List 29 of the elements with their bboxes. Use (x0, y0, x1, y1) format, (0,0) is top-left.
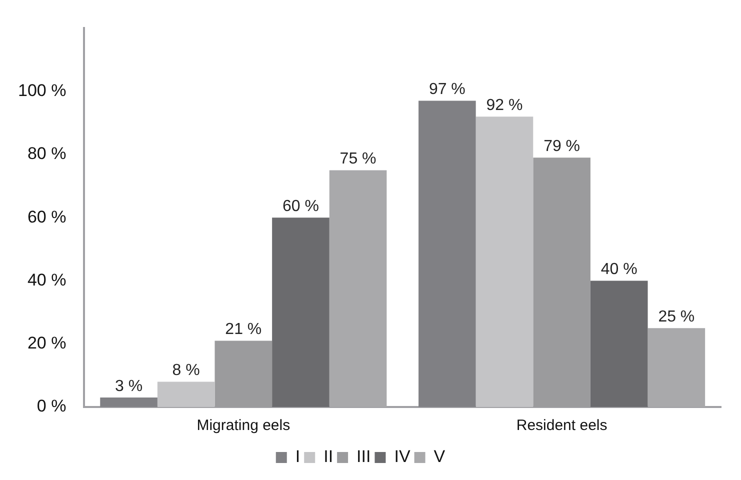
bar (590, 280, 648, 407)
legend-label: IV (394, 447, 411, 466)
data-label: 75 % (340, 150, 376, 168)
data-label: 79 % (544, 138, 580, 156)
data-label: 60 % (282, 198, 319, 216)
bar (157, 382, 215, 407)
bar (272, 218, 330, 407)
y-tick-label: 80 % (27, 144, 66, 164)
data-label: 25 % (658, 308, 695, 326)
y-tick-label: 0 % (36, 396, 66, 416)
data-label: 92 % (486, 96, 523, 114)
y-tick-label: 100 % (18, 81, 66, 100)
data-label: 40 % (600, 261, 638, 278)
data-label: 3 % (114, 378, 143, 395)
legend-label: II (324, 447, 334, 466)
legend-label: I (295, 447, 300, 466)
bar (418, 100, 476, 407)
data-label: 21 % (225, 321, 262, 338)
data-label: 8 % (172, 362, 200, 380)
legend-label: V (434, 447, 446, 466)
y-tick-label: 40 % (27, 270, 66, 290)
data-label: 97 % (428, 81, 466, 98)
x-tick-label: Migrating eels (196, 417, 290, 434)
legend-label: III (356, 447, 371, 466)
y-tick-label: 20 % (27, 334, 66, 353)
bar (476, 116, 534, 407)
x-tick-label: Resident eels (516, 417, 608, 434)
y-tick-label: 60 % (27, 207, 66, 226)
bar (100, 398, 158, 407)
